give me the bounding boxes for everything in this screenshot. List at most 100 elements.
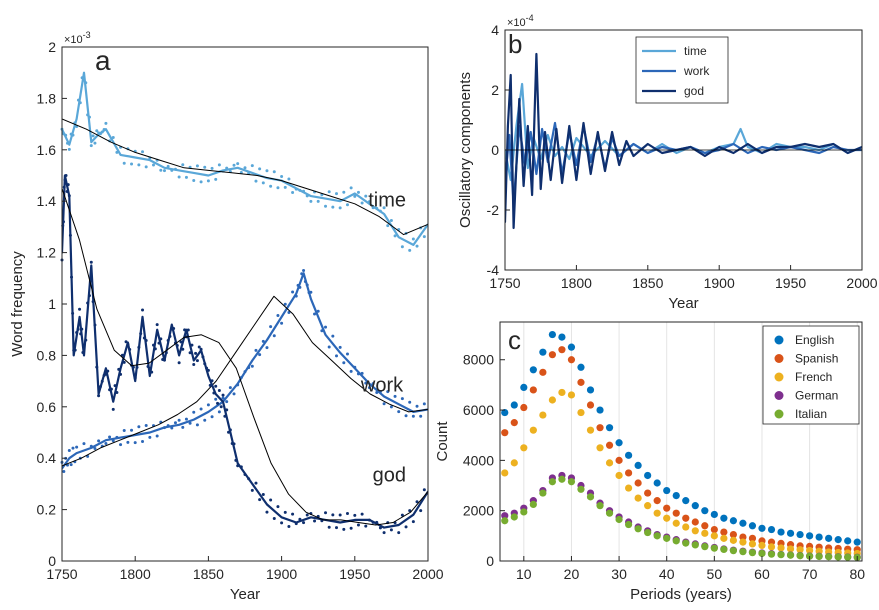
ytick-label-a-5: 1 (48, 296, 56, 312)
data-point-work-25-1 (400, 397, 404, 401)
point-Italian-9 (586, 493, 595, 501)
data-point-time-21-1 (327, 190, 331, 194)
point-English-15 (644, 471, 652, 480)
point-English-5 (548, 330, 556, 339)
point-English-4 (539, 348, 547, 356)
data-point-work-2-2 (82, 442, 86, 446)
point-French-18 (672, 519, 680, 527)
data-point-work-24-3 (393, 394, 397, 398)
point-French-11 (605, 459, 614, 467)
point-Italian-25 (739, 548, 747, 556)
point-English-21 (701, 507, 709, 515)
point-Italian-6 (558, 475, 566, 483)
data-point-god-38-0 (411, 520, 415, 524)
point-Spanish-5 (548, 351, 556, 359)
point-Italian-10 (596, 502, 604, 510)
data-point-time-27-0 (411, 237, 415, 241)
data-point-work-9-0 (177, 418, 181, 422)
data-point-god-29-3 (291, 512, 295, 516)
series-points-English (501, 330, 861, 546)
point-Spanish-16 (653, 497, 661, 505)
point-English-3 (529, 366, 537, 374)
xtick-label-c-4: 50 (707, 566, 723, 582)
data-point-time-18-2 (287, 177, 291, 181)
point-Spanish-13 (625, 469, 633, 477)
point-English-32 (806, 532, 814, 540)
point-English-11 (605, 424, 614, 432)
data-point-god-23-0 (214, 384, 218, 388)
data-point-work-20-3 (335, 354, 338, 358)
data-point-time-26-3 (408, 248, 412, 252)
data-point-god-20-2 (195, 359, 199, 363)
point-Spanish-14 (634, 479, 642, 487)
data-point-work-1-0 (67, 448, 71, 452)
data-point-work-15-2 (272, 334, 276, 338)
data-point-time-27-3 (422, 235, 426, 239)
point-Spanish-24 (729, 530, 737, 539)
point-Italian-29 (777, 551, 785, 559)
data-point-time-23-0 (353, 194, 357, 198)
legend-swatch-English (774, 335, 784, 345)
data-point-work-8-3 (173, 421, 177, 425)
data-point-time-16-3 (261, 181, 265, 185)
data-point-work-20-0 (324, 325, 328, 329)
data-point-work-7-0 (148, 435, 152, 439)
data-point-work-1-2 (71, 446, 75, 450)
data-point-time-17-3 (276, 186, 280, 190)
xtick-label-b-2: 1850 (632, 275, 663, 291)
point-English-13 (625, 451, 633, 459)
point-Italian-2 (520, 508, 528, 516)
ytick-label-c-2: 4000 (463, 452, 494, 468)
data-point-time-11-0 (177, 175, 181, 179)
point-French-19 (682, 523, 690, 531)
data-point-work-14-0 (250, 364, 254, 368)
data-point-work-23-0 (367, 386, 371, 390)
point-French-32 (806, 546, 814, 555)
data-point-work-5-3 (130, 428, 134, 432)
data-point-god-28-3 (276, 505, 280, 509)
data-point-god-36-0 (382, 531, 386, 535)
point-French-28 (767, 543, 776, 551)
data-point-work-21-1 (342, 361, 346, 365)
point-Italian-22 (710, 544, 718, 552)
data-point-time-27-1 (415, 244, 419, 248)
data-point-time-11-2 (184, 175, 188, 179)
data-point-work-4-0 (104, 442, 108, 446)
data-point-time-22-0 (338, 206, 342, 210)
data-point-work-3-2 (97, 439, 101, 443)
data-point-time-9-1 (152, 163, 155, 167)
ytick-label-b-0: -4 (487, 262, 500, 278)
point-Italian-36 (844, 553, 852, 561)
point-French-25 (739, 538, 747, 546)
data-point-work-11-2 (214, 397, 218, 401)
data-point-work-3-1 (93, 446, 97, 450)
ytick-label-b-2: 0 (491, 142, 499, 158)
ytick-label-a-10: 2 (48, 39, 56, 55)
point-French-16 (653, 509, 661, 517)
point-French-22 (710, 532, 718, 540)
point-English-19 (682, 497, 690, 505)
point-French-17 (663, 514, 671, 522)
panel-b: 1750 1800 1850 1900 1950 2000 -4 -2 0 2 4 Year Oscil… (457, 13, 878, 312)
point-Italian-17 (663, 534, 671, 542)
panel-a-letter: a (95, 45, 111, 76)
xlabel-b: Year (668, 295, 698, 312)
data-point-god-23-3 (219, 405, 223, 409)
data-point-god-4-0 (78, 307, 82, 311)
data-point-work-26-3 (422, 402, 426, 406)
data-point-time-21-3 (335, 192, 338, 196)
data-point-god-36-2 (389, 528, 393, 532)
point-Italian-7 (567, 478, 576, 486)
ylabel-b: Oscillatory components (457, 72, 474, 228)
data-point-god-20-0 (192, 362, 196, 366)
ytick-label-a-3: 0.6 (37, 399, 57, 415)
point-Italian-21 (701, 543, 709, 551)
data-point-god-32-2 (331, 513, 335, 517)
series-line-time (62, 71, 428, 246)
data-point-work-21-3 (349, 369, 353, 373)
data-point-work-24-0 (382, 402, 386, 406)
point-English-35 (834, 536, 842, 544)
point-English-1 (510, 401, 518, 409)
point-French-26 (748, 540, 757, 548)
